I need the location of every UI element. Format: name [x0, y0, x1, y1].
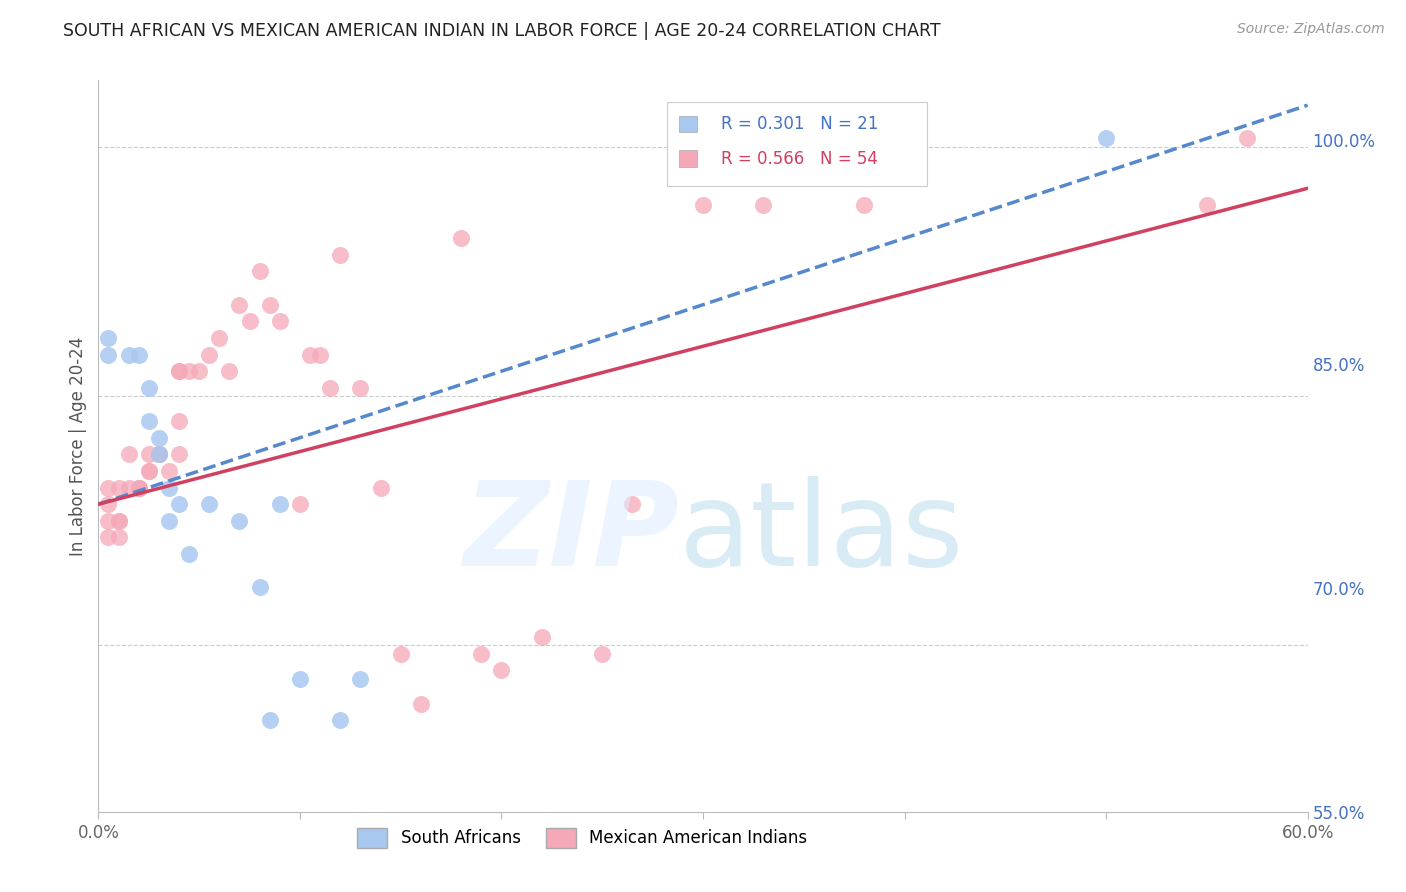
Point: [530, 630, 553, 644]
Point: [167, 414, 190, 428]
Point: [198, 497, 221, 511]
Point: [157, 514, 180, 528]
FancyBboxPatch shape: [679, 116, 697, 132]
Text: atlas: atlas: [679, 476, 965, 591]
Point: [118, 481, 141, 495]
Point: [349, 381, 371, 395]
FancyBboxPatch shape: [679, 151, 697, 167]
Point: [107, 514, 129, 528]
Point: [138, 464, 160, 478]
Point: [249, 264, 271, 278]
Point: [118, 348, 141, 362]
Point: [1095, 131, 1118, 145]
Point: [269, 314, 291, 328]
Point: [259, 714, 281, 728]
Text: Source: ZipAtlas.com: Source: ZipAtlas.com: [1237, 22, 1385, 37]
Point: [591, 647, 613, 661]
Point: [97, 514, 120, 528]
Point: [97, 481, 120, 495]
Point: [128, 481, 150, 495]
Y-axis label: In Labor Force | Age 20-24: In Labor Force | Age 20-24: [69, 336, 87, 556]
Point: [138, 414, 160, 428]
Point: [167, 497, 190, 511]
Point: [1236, 131, 1258, 145]
Point: [259, 298, 281, 312]
Point: [148, 431, 170, 445]
Text: SOUTH AFRICAN VS MEXICAN AMERICAN INDIAN IN LABOR FORCE | AGE 20-24 CORRELATION : SOUTH AFRICAN VS MEXICAN AMERICAN INDIAN…: [63, 22, 941, 40]
Point: [157, 464, 180, 478]
Point: [208, 331, 231, 345]
Point: [692, 198, 714, 212]
Point: [470, 647, 492, 661]
Point: [228, 514, 250, 528]
Point: [118, 447, 141, 461]
Point: [107, 514, 129, 528]
Text: R = 0.301   N = 21: R = 0.301 N = 21: [721, 115, 879, 133]
Point: [269, 497, 291, 511]
Point: [157, 481, 180, 495]
Point: [97, 530, 120, 544]
Legend: South Africans, Mexican American Indians: South Africans, Mexican American Indians: [350, 821, 814, 855]
Point: [288, 497, 311, 511]
Point: [97, 331, 120, 345]
Point: [148, 447, 170, 461]
Point: [329, 714, 352, 728]
Point: [349, 672, 371, 686]
Point: [853, 198, 876, 212]
Point: [288, 672, 311, 686]
Point: [97, 497, 120, 511]
Point: [138, 381, 160, 395]
Point: [218, 364, 240, 378]
Point: [107, 530, 129, 544]
Point: [389, 647, 412, 661]
Point: [167, 364, 190, 378]
Point: [329, 248, 352, 262]
Point: [299, 348, 322, 362]
Point: [179, 547, 201, 561]
Point: [167, 364, 190, 378]
Point: [319, 381, 342, 395]
Point: [1195, 198, 1218, 212]
Point: [167, 447, 190, 461]
Point: [107, 481, 129, 495]
Point: [97, 348, 120, 362]
Point: [128, 348, 150, 362]
Point: [621, 497, 644, 511]
Point: [148, 447, 170, 461]
Point: [138, 464, 160, 478]
Point: [128, 481, 150, 495]
Point: [148, 447, 170, 461]
Point: [752, 198, 775, 212]
Point: [491, 664, 513, 678]
Point: [239, 314, 262, 328]
Point: [198, 348, 221, 362]
Point: [188, 364, 211, 378]
Point: [128, 481, 150, 495]
Point: [249, 580, 271, 594]
Point: [450, 231, 472, 245]
Point: [138, 447, 160, 461]
Point: [179, 364, 201, 378]
Point: [148, 447, 170, 461]
Point: [370, 481, 392, 495]
Point: [228, 298, 250, 312]
Point: [309, 348, 332, 362]
Text: R = 0.566   N = 54: R = 0.566 N = 54: [721, 150, 877, 168]
Point: [409, 697, 432, 711]
Text: ZIP: ZIP: [463, 476, 679, 591]
FancyBboxPatch shape: [666, 103, 927, 186]
